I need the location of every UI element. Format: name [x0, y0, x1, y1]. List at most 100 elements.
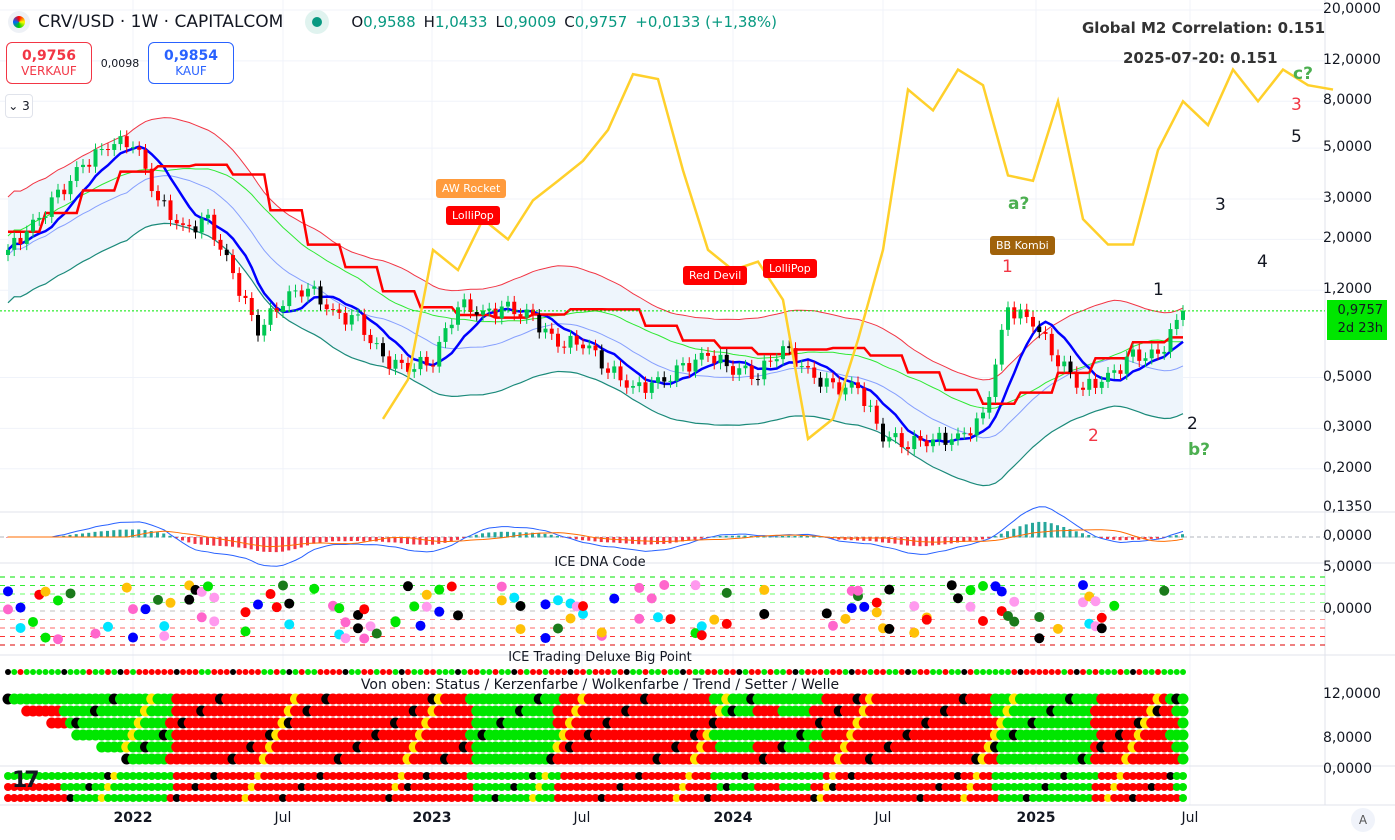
status-dot: [254, 772, 262, 780]
status-dot: [160, 783, 169, 791]
candle: [1006, 307, 1010, 330]
candle: [824, 378, 829, 387]
candle: [1137, 349, 1142, 361]
symbol-title[interactable]: CRV/USD · 1W · CAPITALCOM: [38, 12, 284, 32]
macd-histogram-bar: [662, 537, 666, 544]
bigpoint-dot: [61, 669, 68, 675]
candle: [787, 346, 792, 349]
bigpoint-dot: [823, 669, 830, 675]
status-dot: [572, 794, 581, 802]
status-dot: [1122, 772, 1131, 780]
signal-lollipop[interactable]: LolliPop: [446, 206, 500, 225]
candle: [631, 386, 635, 388]
macd-histogram-bar: [537, 533, 541, 538]
bigpoint-dot: [636, 669, 643, 675]
bigpoint-dot: [617, 669, 624, 675]
status-dot: [216, 794, 225, 802]
status-dot: [554, 794, 562, 802]
auto-scale-button[interactable]: A: [1351, 808, 1375, 832]
status-dot: [885, 783, 894, 791]
status-dot: [185, 794, 194, 802]
m2-overlay-line: [381, 67, 1334, 442]
status-dot: [1172, 772, 1181, 780]
status-dot: [985, 783, 994, 791]
macd-histogram-bar: [956, 537, 959, 543]
status-dot: [704, 783, 712, 791]
status-dot: [641, 794, 650, 802]
status-dot: [604, 783, 612, 791]
status-dot: [210, 783, 219, 791]
dna-dot: [415, 620, 426, 631]
macd-histogram-bar: [337, 537, 341, 542]
status-dot: [810, 794, 819, 802]
candle: [474, 312, 479, 315]
buy-button[interactable]: 0,9854 KAUF: [148, 42, 234, 84]
candle: [556, 333, 560, 347]
indicators-toggle-button[interactable]: ⌄ 3: [5, 94, 33, 118]
bigpoint-dot: [611, 669, 618, 675]
crv-logo-icon: [8, 11, 30, 33]
macd-histogram-bar: [368, 537, 372, 542]
status-dot: [1116, 783, 1125, 791]
macd-histogram-bar: [1181, 534, 1184, 538]
macd-histogram-bar: [481, 533, 484, 538]
status-dot: [460, 783, 469, 791]
status-dot: [404, 794, 412, 802]
candle: [668, 380, 673, 382]
status-dot: [79, 783, 87, 791]
signal-lollipop[interactable]: LolliPop: [763, 259, 817, 278]
status-dot: [304, 772, 312, 780]
candle: [181, 223, 185, 225]
status-dot: [810, 783, 819, 791]
bigpoint-dot: [1042, 669, 1049, 675]
macd-histogram-bar: [381, 537, 384, 542]
bigpoint-dot: [305, 669, 311, 675]
status-dot: [1104, 794, 1112, 802]
signal-red-devil[interactable]: Red Devil: [683, 266, 748, 285]
dna-dot: [821, 608, 832, 619]
status-dot: [297, 783, 306, 791]
status-dot: [29, 772, 37, 780]
candle: [968, 433, 973, 436]
signal-aw-rocket[interactable]: AW Rocket: [436, 179, 507, 198]
status-dot: [1022, 783, 1031, 791]
status-dot: [879, 772, 887, 780]
bigpoint-dot: [948, 669, 955, 675]
candle: [649, 382, 654, 393]
status-dot: [222, 783, 231, 791]
status-dot: [1135, 794, 1144, 802]
status-dot: [79, 794, 87, 802]
status-dot: [485, 772, 494, 780]
status-dot: [66, 783, 75, 791]
macd-histogram-bar: [218, 537, 222, 546]
bigpoint-dot: [986, 669, 993, 675]
candle: [418, 356, 423, 370]
status-dot: [129, 783, 137, 791]
status-dot: [779, 794, 787, 802]
dna-dot: [596, 627, 607, 638]
status-dot: [279, 772, 287, 780]
macd-histogram-bar: [68, 534, 72, 538]
status-dot: [747, 783, 756, 791]
bigpoint-dot: [1111, 669, 1118, 675]
status-dot: [935, 794, 944, 802]
status-dot: [166, 794, 175, 802]
status-dot: [660, 783, 669, 791]
status-dot: [85, 772, 94, 780]
status-dot: [379, 783, 387, 791]
candle: [237, 273, 242, 296]
sell-button[interactable]: 0,9756 VERKAUF: [6, 42, 92, 84]
dna-axis-label: 5,0000: [1323, 559, 1372, 575]
status-dot: [460, 794, 469, 802]
bigpoint-dot: [411, 669, 418, 675]
status-dot: [947, 772, 956, 780]
tradingview-logo[interactable]: 17: [12, 768, 40, 793]
status-dot: [897, 783, 906, 791]
macd-histogram-bar: [806, 535, 809, 538]
status-dot: [541, 783, 550, 791]
signal-bb-kombi[interactable]: BB Kombi: [990, 236, 1055, 255]
status-dot: [1022, 794, 1031, 802]
macd-histogram-bar: [543, 533, 547, 538]
macd-histogram-bar: [474, 534, 478, 538]
